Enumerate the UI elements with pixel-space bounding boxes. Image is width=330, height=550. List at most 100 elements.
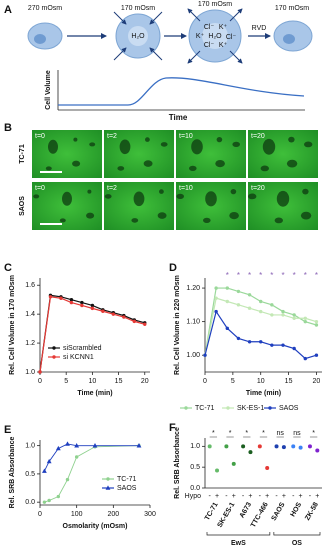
cell-shadow	[89, 142, 96, 147]
condition-label: +	[248, 493, 252, 500]
panel-label: D	[169, 262, 177, 274]
data-point	[92, 443, 98, 448]
panel-b: B TC-71 t=0 t=2 t=10 t=20 SAOS t=0 t=2 t=10 t=20	[4, 122, 318, 230]
data-point	[248, 450, 253, 455]
legend-label: TC-71	[117, 476, 137, 483]
y-axis-label: Cell Volume	[45, 70, 52, 110]
legend-label: SK-ES-1	[237, 405, 264, 412]
time-label: t=10	[179, 185, 193, 192]
process-label: RVD	[252, 25, 267, 32]
ion: Cl⁻	[204, 24, 215, 31]
legend-marker	[106, 477, 110, 481]
significance: *	[245, 430, 248, 437]
significance: *	[237, 271, 240, 280]
y-tick-label: 1.6	[25, 282, 35, 289]
x-axis-label: Osmolarity (mOsm)	[63, 523, 128, 530]
data-point	[270, 303, 274, 307]
data-point	[281, 309, 285, 314]
cell-shadow	[104, 194, 112, 199]
condition-label: +	[215, 493, 219, 500]
y-tick-label: 0.0	[25, 499, 35, 506]
osm-label: 170 mOsm	[198, 1, 232, 8]
data-point	[80, 300, 84, 305]
cell-shadow	[131, 218, 139, 223]
significance: *	[229, 430, 232, 437]
y-tick-label: 1.0	[25, 442, 35, 449]
data-point	[257, 444, 262, 449]
legend-marker	[52, 355, 56, 359]
y-tick-label: 1.0	[25, 369, 35, 376]
cell-shadow	[260, 165, 269, 172]
cell-shadow	[189, 165, 197, 171]
data-point	[42, 500, 47, 504]
significance: *	[281, 271, 284, 280]
category-label: TTC-466	[250, 501, 270, 529]
data-point	[292, 313, 296, 317]
data-point	[214, 286, 218, 290]
time-label: t=20	[251, 133, 265, 140]
significance: *	[226, 271, 229, 280]
legend-marker	[268, 406, 272, 410]
ion: Cl⁻	[226, 34, 237, 41]
data-point	[38, 370, 42, 374]
condition-label: +	[315, 493, 319, 500]
cell-shadow	[48, 139, 58, 154]
data-point	[42, 468, 47, 473]
legend-marker	[105, 485, 111, 490]
micrograph	[32, 130, 102, 178]
condition-label: -	[309, 493, 312, 500]
charts: C 1.0 1.2 1.4 1.6 Rel. Cell Volume in 170 mOs…	[4, 262, 322, 547]
x-axis-label: Time (min)	[246, 390, 281, 397]
x-tick-label: 0	[203, 378, 207, 385]
data-point	[111, 312, 116, 316]
y-tick-label: 1.2	[25, 340, 35, 347]
y-tick-label: 1.4	[25, 311, 35, 318]
cell-shadow	[59, 218, 66, 223]
data-point	[241, 444, 246, 449]
data-point	[225, 299, 229, 304]
data-point	[236, 303, 241, 307]
category-label: TC-71	[204, 501, 220, 521]
nucleus	[283, 34, 295, 44]
condition-label: -	[275, 493, 278, 500]
cell-shadow	[145, 137, 150, 142]
cell-shadow	[286, 159, 298, 168]
micrograph	[248, 130, 318, 178]
data-point	[281, 343, 285, 347]
y-axis-label: Rel. SRB Absorbance	[9, 437, 16, 509]
category-label: HOS	[290, 501, 304, 518]
cell-shadow	[191, 139, 203, 155]
time-label: t=2	[107, 185, 117, 192]
y-tick-label: 1.10	[186, 318, 200, 325]
x-axis-label: Time	[169, 113, 188, 122]
data-point	[48, 295, 53, 299]
y-tick-label: 1.00	[186, 352, 200, 359]
x-axis-label: Time (min)	[77, 390, 112, 397]
significance: *	[248, 271, 251, 280]
x-tick-label: 200	[107, 511, 119, 518]
nucleus	[202, 23, 228, 49]
x-tick-label: 0	[38, 378, 42, 385]
cell-shadow	[72, 160, 81, 167]
arrow	[113, 11, 127, 25]
data-point	[59, 296, 63, 300]
cell-shadow	[87, 189, 92, 194]
x-tick-label: 10	[88, 378, 96, 385]
x-tick-label: 5	[64, 378, 68, 385]
data-point	[74, 455, 79, 459]
y-tick-label: 0.5	[25, 471, 35, 478]
legend-marker	[226, 406, 230, 410]
data-point	[270, 343, 274, 347]
ion: Cl⁻	[204, 42, 215, 49]
cell-shadow	[73, 137, 78, 142]
arrow	[229, 50, 243, 64]
cell-shadow	[304, 141, 313, 148]
ion: H₂O	[208, 33, 222, 40]
data-point	[281, 313, 285, 317]
cell-shadow	[300, 211, 312, 220]
data-point	[224, 444, 229, 449]
data-point	[236, 289, 241, 294]
micrograph	[176, 130, 246, 178]
significance: *	[315, 271, 318, 280]
time-label: t=0	[35, 185, 45, 192]
